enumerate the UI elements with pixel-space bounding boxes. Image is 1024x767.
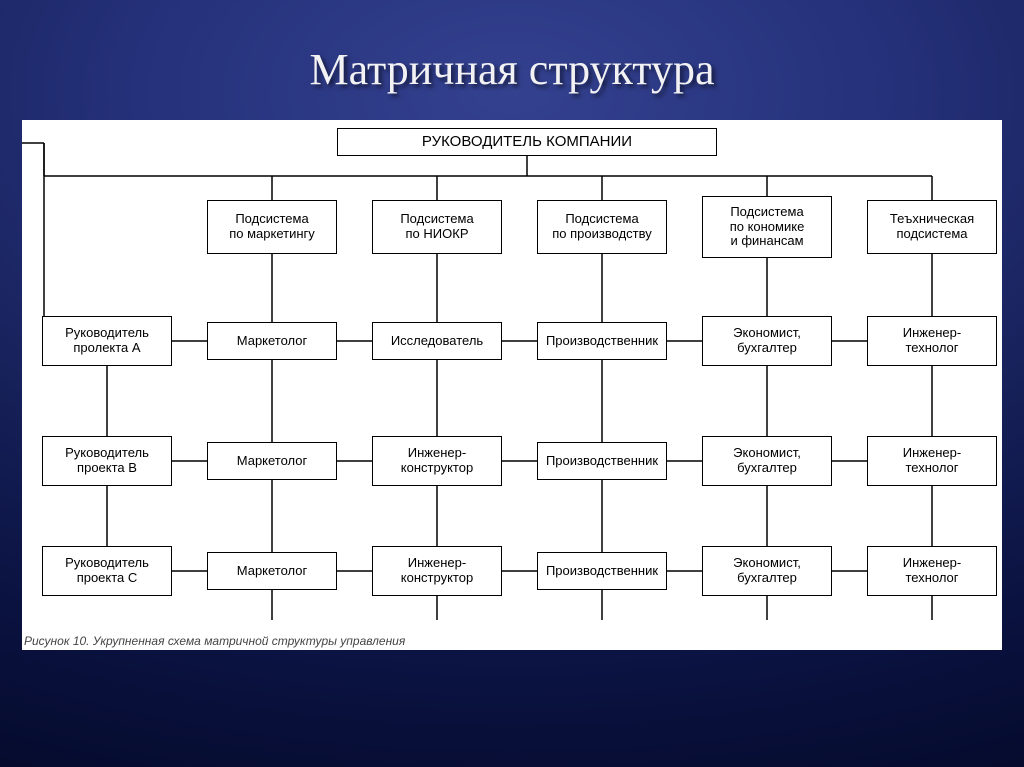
- node-pB: Руководитель проекта B: [42, 436, 172, 486]
- node-c3: Производственник: [537, 552, 667, 590]
- node-pA: Руководитель пролекта A: [42, 316, 172, 366]
- node-sub2: Подсистема по НИОКР: [372, 200, 502, 254]
- node-c2: Инженер- конструктор: [372, 546, 502, 596]
- node-a4: Экономист, бухгалтер: [702, 316, 832, 366]
- edge: [22, 143, 44, 176]
- node-b3: Производственник: [537, 442, 667, 480]
- node-sub3: Подсистема по производству: [537, 200, 667, 254]
- node-b5: Инженер- технолог: [867, 436, 997, 486]
- node-pC: Руководитель проекта C: [42, 546, 172, 596]
- node-sub5: Теъхническая подсистема: [867, 200, 997, 254]
- node-b4: Экономист, бухгалтер: [702, 436, 832, 486]
- slide: Матричная структура Рисунок 10. Укрупнен…: [0, 0, 1024, 767]
- node-a3: Производственник: [537, 322, 667, 360]
- node-b1: Маркетолог: [207, 442, 337, 480]
- node-b2: Инженер- конструктор: [372, 436, 502, 486]
- node-ceo: РУКОВОДИТЕЛЬ КОМПАНИИ: [337, 128, 717, 156]
- node-sub4: Подсистема по кономике и финансам: [702, 196, 832, 258]
- slide-title: Матричная структура: [0, 44, 1024, 95]
- diagram-caption: Рисунок 10. Укрупненная схема матричной …: [24, 634, 405, 648]
- diagram-canvas: Рисунок 10. Укрупненная схема матричной …: [22, 120, 1002, 650]
- node-c1: Маркетолог: [207, 552, 337, 590]
- node-sub1: Подсистема по маркетингу: [207, 200, 337, 254]
- node-c5: Инженер- технолог: [867, 546, 997, 596]
- node-a1: Маркетолог: [207, 322, 337, 360]
- node-a5: Инженер- технолог: [867, 316, 997, 366]
- node-a2: Исследователь: [372, 322, 502, 360]
- node-c4: Экономист, бухгалтер: [702, 546, 832, 596]
